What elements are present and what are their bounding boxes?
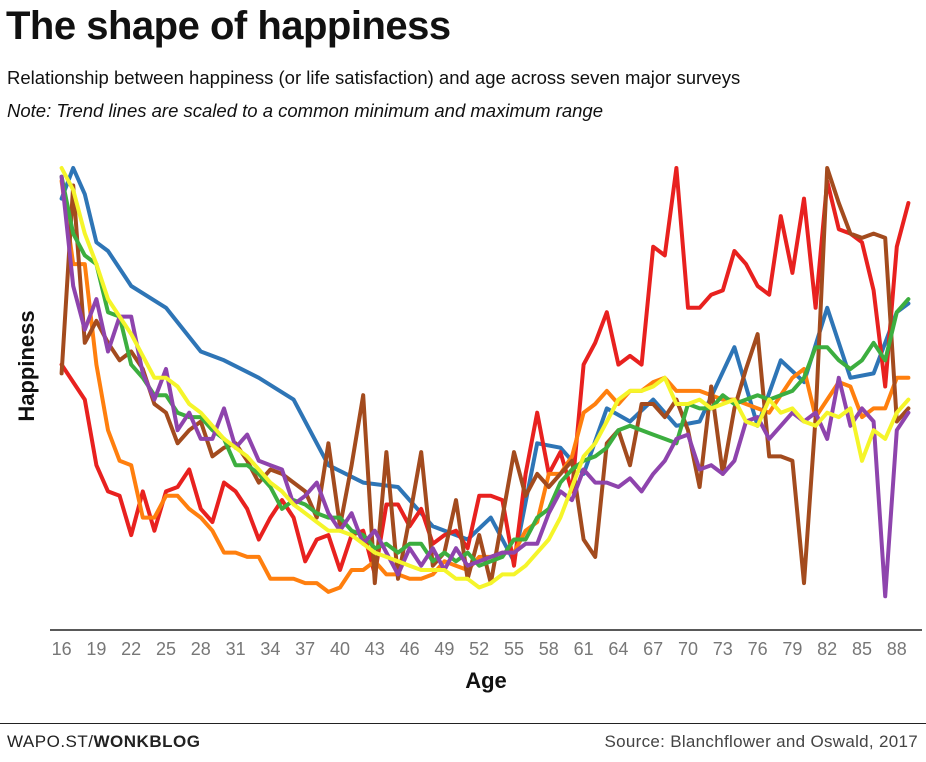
x-tick-label: 46: [400, 639, 420, 659]
x-tick-label: 73: [713, 639, 733, 659]
x-tick-label: 31: [226, 639, 246, 659]
series-line-5: [59, 174, 911, 568]
x-tick-label: 82: [817, 639, 837, 659]
x-tick-label: 49: [434, 639, 454, 659]
series-line-3: [59, 179, 911, 594]
x-tick-label: 70: [678, 639, 698, 659]
x-tick-label: 19: [86, 639, 106, 659]
chart-note: Note: Trend lines are scaled to a common…: [7, 100, 604, 121]
x-tick-label: 55: [504, 639, 524, 659]
x-tick-label: 79: [782, 639, 802, 659]
site-credit: WAPO.ST/WONKBLOG: [7, 732, 200, 752]
series-layer: [59, 166, 911, 599]
x-tick-label: 37: [295, 639, 315, 659]
series-line-7: [59, 166, 911, 590]
site-prefix: WAPO.ST/: [7, 732, 94, 751]
x-tick-labels: 16 19 22 25 28 31 34 37 40 43 46 49 52 55 58 61 64 67 70 73…: [52, 639, 907, 659]
line-chart: 16 19 22 25 28 31 34 37 40 43 46 49 52 55 58 61 64 67 70 73…: [14, 166, 922, 693]
x-tick-label: 85: [852, 639, 872, 659]
x-tick-label: 34: [260, 639, 280, 659]
source-credit: Source: Blanchflower and Oswald, 2017: [604, 732, 918, 751]
series-line-6: [59, 174, 911, 599]
x-axis-label: Age: [465, 668, 507, 693]
x-tick-label: 28: [191, 639, 211, 659]
x-tick-label: 43: [365, 639, 385, 659]
x-tick-label: 88: [887, 639, 907, 659]
chart-subtitle: Relationship between happiness (or life …: [7, 67, 741, 88]
x-tick-label: 22: [121, 639, 141, 659]
y-axis-label: Happiness: [14, 310, 39, 421]
series-line-2: [59, 166, 911, 577]
x-tick-label: 76: [748, 639, 768, 659]
x-tick-label: 67: [643, 639, 663, 659]
chart-title: The shape of happiness: [6, 4, 451, 48]
x-tick-label: 64: [608, 639, 628, 659]
x-tick-label: 52: [469, 639, 489, 659]
x-tick-label: 40: [330, 639, 350, 659]
x-tick-label: 58: [539, 639, 559, 659]
footer-divider: [0, 723, 926, 724]
x-tick-label: 25: [156, 639, 176, 659]
site-section: WONKBLOG: [93, 732, 201, 751]
x-tick-label: 16: [52, 639, 72, 659]
x-tick-label: 61: [574, 639, 594, 659]
